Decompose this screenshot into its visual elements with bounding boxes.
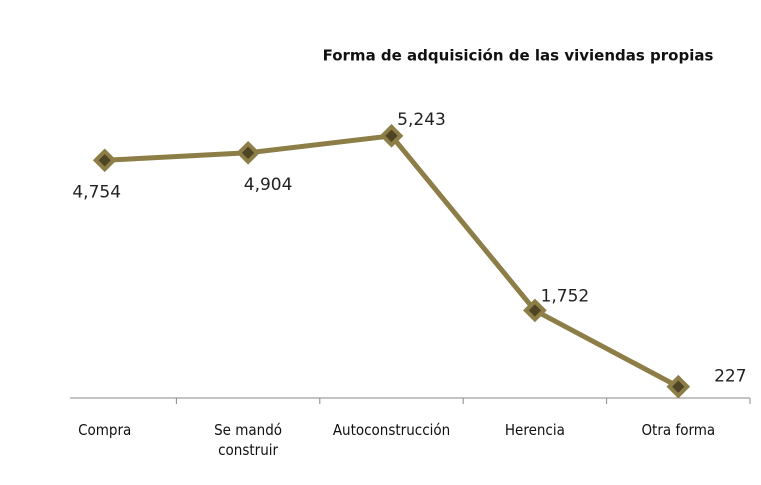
marker xyxy=(236,140,260,165)
marker xyxy=(666,374,691,399)
marker xyxy=(92,148,117,173)
x-tick-label: Herencia xyxy=(504,421,565,439)
marker xyxy=(379,124,404,148)
data-label: 4,904 xyxy=(244,175,293,195)
x-tick-label: Compra xyxy=(78,421,132,439)
line xyxy=(104,133,680,389)
data-label: 4,754 xyxy=(72,182,121,202)
marker xyxy=(523,298,547,323)
data-label: 1,752 xyxy=(541,286,590,306)
x-tick-label: Otra forma xyxy=(641,421,716,439)
data-label: 227 xyxy=(714,367,746,387)
x-tick-label: Se mandó construir xyxy=(214,421,283,459)
x-tick-label: Autoconstrucción xyxy=(332,421,451,439)
chart-title: Forma de adquisición de las viviendas pr… xyxy=(323,47,714,65)
data-label: 5,243 xyxy=(397,110,446,130)
